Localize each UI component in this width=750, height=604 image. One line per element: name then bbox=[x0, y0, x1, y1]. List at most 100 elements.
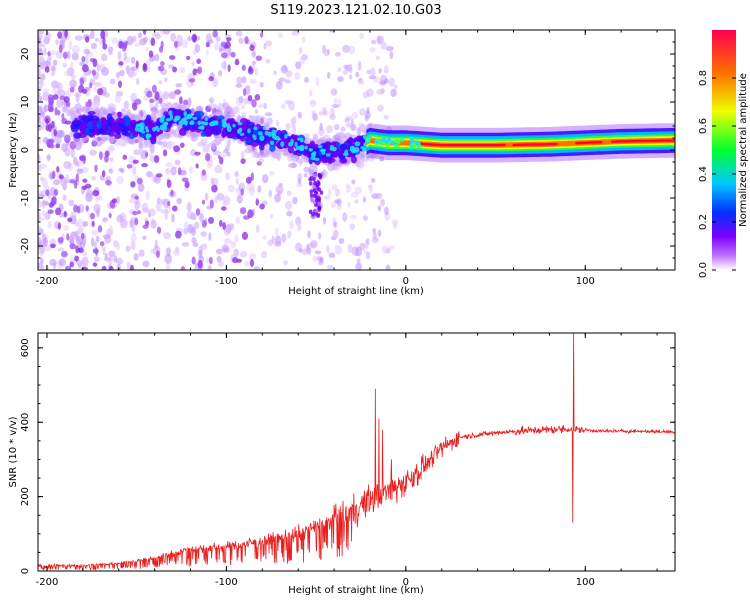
spectral-noise-blob bbox=[47, 102, 54, 111]
spectral-noise-blob bbox=[47, 220, 52, 229]
spectral-peak-blob bbox=[174, 115, 180, 121]
spectrogram-y-tick-label: 0 bbox=[20, 147, 31, 153]
spectral-peak-blob bbox=[259, 135, 265, 142]
spectral-noise-blob bbox=[142, 62, 147, 71]
snr-panel: -200 -100 0 100 0 200 400 600 Height of straigh… bbox=[8, 332, 676, 596]
spectral-noise-blob bbox=[71, 44, 80, 55]
spectral-noise-blob bbox=[285, 70, 293, 78]
spectral-noise-blob bbox=[208, 256, 213, 265]
spectral-halo-blob bbox=[232, 106, 240, 114]
spectral-noise-blob bbox=[126, 164, 133, 169]
spectral-noise-blob bbox=[342, 212, 348, 222]
spectral-noise-blob bbox=[238, 95, 244, 104]
spectral-noise-blob bbox=[100, 53, 108, 62]
spectral-noise-blob bbox=[116, 263, 121, 270]
spectral-noise-blob bbox=[376, 88, 385, 95]
spectral-ridge-blob bbox=[77, 132, 87, 139]
spectral-noise-blob bbox=[230, 51, 236, 58]
tone-band-peak bbox=[512, 142, 558, 147]
spectral-noise-blob bbox=[57, 31, 63, 39]
spectral-halo-blob bbox=[300, 156, 306, 163]
spectral-noise-blob bbox=[131, 71, 138, 77]
spectral-noise-blob bbox=[64, 134, 71, 144]
spectral-noise-blob bbox=[201, 199, 206, 205]
spectral-peak-blob bbox=[237, 122, 243, 126]
spectral-noise-blob bbox=[195, 163, 199, 169]
spectral-noise-blob bbox=[136, 177, 143, 185]
spectral-peak-blob bbox=[189, 121, 195, 125]
spectral-halo-blob bbox=[157, 140, 163, 146]
spectral-noise-blob bbox=[205, 42, 210, 48]
spectral-noise-blob bbox=[315, 76, 320, 87]
spectral-noise-blob bbox=[108, 225, 114, 236]
spectral-noise-blob bbox=[205, 49, 209, 56]
spectral-noise-blob bbox=[118, 80, 122, 88]
spectral-noise-blob bbox=[219, 156, 224, 165]
spectral-noise-blob bbox=[47, 209, 54, 215]
spectral-noise-blob bbox=[93, 241, 97, 248]
spectral-noise-blob bbox=[130, 232, 137, 243]
spectral-noise-blob bbox=[56, 82, 61, 90]
colorbar-tick-label: 0.8 bbox=[698, 70, 709, 86]
spectral-noise-blob bbox=[92, 58, 98, 68]
spectral-noise-blob bbox=[76, 168, 84, 175]
spectral-noise-blob bbox=[318, 111, 323, 116]
spectral-noise-blob bbox=[357, 80, 365, 86]
spectral-peak-blob bbox=[379, 141, 385, 146]
spectral-noise-blob bbox=[164, 77, 168, 82]
spectral-ridge-blob bbox=[111, 118, 116, 124]
spectral-noise-blob bbox=[306, 246, 312, 256]
spectral-noise-blob bbox=[199, 212, 204, 223]
spectral-noise-blob bbox=[38, 56, 45, 65]
spectral-noise-blob bbox=[284, 79, 291, 84]
spectral-halo-blob bbox=[355, 160, 365, 169]
spectral-noise-blob bbox=[85, 188, 93, 199]
spectral-noise-blob bbox=[158, 79, 163, 85]
spectral-noise-blob bbox=[333, 221, 338, 229]
spectral-noise-blob bbox=[191, 213, 197, 221]
spectral-noise-blob bbox=[188, 166, 194, 174]
spectral-noise-blob bbox=[71, 52, 79, 61]
spectral-noise-blob bbox=[67, 217, 73, 223]
spectral-noise-blob bbox=[150, 37, 156, 47]
spectral-noise-blob bbox=[393, 84, 398, 90]
spectral-halo-blob bbox=[317, 126, 325, 136]
spectral-noise-blob bbox=[337, 67, 342, 73]
spectral-noise-blob bbox=[61, 143, 68, 153]
spectral-noise-blob bbox=[364, 240, 369, 249]
spectral-noise-blob bbox=[143, 95, 148, 101]
spectrogram-y-tick-label: 10 bbox=[20, 96, 31, 109]
spectral-noise-blob bbox=[179, 66, 186, 74]
spectral-noise-blob bbox=[362, 215, 369, 221]
spectral-noise-blob bbox=[97, 225, 103, 233]
spectral-peak-blob bbox=[314, 157, 320, 161]
spectral-noise-blob bbox=[337, 76, 344, 83]
spectral-noise-blob bbox=[268, 190, 273, 198]
spectral-peak-blob bbox=[310, 155, 316, 161]
spectral-noise-blob bbox=[217, 260, 224, 268]
spectral-peak-blob bbox=[394, 144, 400, 149]
spectral-noise-blob bbox=[241, 76, 247, 84]
spectral-noise-blob bbox=[142, 235, 147, 241]
spectral-noise-blob bbox=[38, 262, 43, 270]
spectral-noise-blob bbox=[333, 230, 339, 238]
spectral-noise-blob bbox=[212, 178, 219, 186]
spectral-noise-blob bbox=[154, 175, 161, 184]
spectral-noise-blob bbox=[234, 234, 239, 243]
spectral-ridge-blob bbox=[214, 125, 222, 132]
spectral-noise-blob bbox=[236, 194, 243, 204]
spectral-noise-blob bbox=[255, 224, 260, 234]
spectral-ridge-blob bbox=[269, 144, 276, 152]
spectral-peak-blob bbox=[409, 138, 415, 143]
spectral-ridge-blob bbox=[217, 115, 225, 121]
spectral-ridge-blob bbox=[122, 126, 131, 133]
spectral-noise-blob bbox=[90, 42, 97, 50]
spectral-noise-blob bbox=[107, 145, 115, 152]
spectral-noise-blob bbox=[326, 264, 334, 270]
spectral-noise-blob bbox=[171, 213, 175, 223]
spectral-noise-blob bbox=[263, 102, 267, 110]
spectral-ridge-blob bbox=[343, 140, 353, 148]
spectral-noise-blob bbox=[44, 66, 50, 73]
spectral-noise-blob bbox=[75, 161, 80, 167]
spectral-noise-blob bbox=[108, 51, 113, 56]
